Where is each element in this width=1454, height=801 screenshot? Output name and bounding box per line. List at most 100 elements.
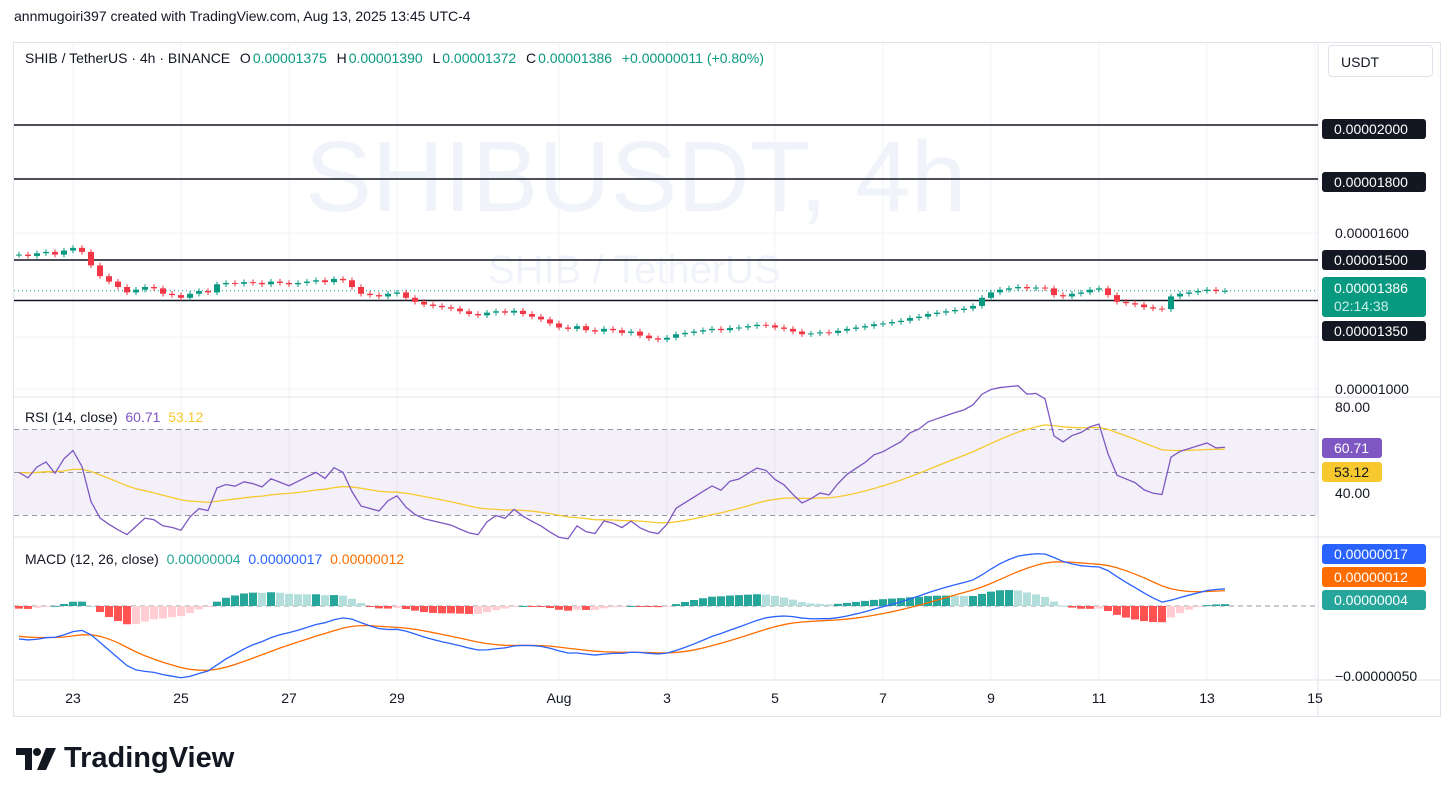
macd-histogram-bar bbox=[1059, 605, 1067, 607]
candle-body bbox=[484, 312, 490, 316]
macd-histogram-bar bbox=[1122, 606, 1130, 618]
candle-body bbox=[1213, 289, 1219, 292]
macd-histogram-bar bbox=[1149, 606, 1157, 623]
candle-body bbox=[664, 337, 670, 340]
candle-body bbox=[574, 326, 580, 329]
macd-histogram-bar bbox=[24, 606, 32, 609]
macd-line-tag: 0.00000017 bbox=[1322, 544, 1426, 564]
macd-histogram-bar bbox=[1077, 606, 1085, 609]
level-tag-2000[interactable]: 0.00002000 bbox=[1322, 119, 1426, 139]
macd-histogram-bar bbox=[330, 595, 338, 606]
candle-body bbox=[907, 318, 913, 321]
macd-histogram-bar bbox=[798, 602, 806, 606]
candle-body bbox=[1114, 295, 1120, 302]
level-tag-1500[interactable]: 0.00001500 bbox=[1322, 250, 1426, 270]
macd-histogram-bar bbox=[1131, 606, 1139, 620]
candle-body bbox=[799, 331, 805, 335]
candle-body bbox=[1042, 287, 1048, 289]
macd-label[interactable]: MACD (12, 26, close) bbox=[25, 551, 159, 567]
macd-histogram-bar bbox=[132, 606, 140, 625]
macd-histogram-bar bbox=[357, 603, 365, 606]
candle-body bbox=[880, 323, 886, 325]
macd-histogram-bar bbox=[249, 592, 257, 606]
macd-histogram-bar bbox=[384, 606, 392, 609]
macd-histogram-bar bbox=[726, 595, 734, 606]
macd-histogram-bar bbox=[312, 594, 320, 606]
symbol-label[interactable]: SHIB / TetherUS · 4h · BINANCE bbox=[25, 50, 231, 66]
candle-body bbox=[610, 328, 616, 331]
candle-body bbox=[862, 326, 868, 328]
candle-body bbox=[223, 282, 229, 285]
time-tick: 13 bbox=[1199, 690, 1215, 706]
candle-body bbox=[1069, 293, 1075, 297]
rsi-line bbox=[18, 385, 1226, 540]
macd-histogram-bar bbox=[987, 591, 995, 606]
candle-body bbox=[430, 304, 436, 306]
candle-body bbox=[502, 311, 508, 313]
candle-body bbox=[1132, 303, 1138, 305]
rsi-ma-line bbox=[18, 424, 1226, 524]
macd-histogram-bar bbox=[672, 604, 680, 606]
chart-frame bbox=[13, 42, 1441, 717]
credit-line: annmugoiri397 created with TradingView.c… bbox=[14, 8, 471, 24]
candle-body bbox=[727, 328, 733, 331]
candle-body bbox=[1105, 288, 1111, 296]
candle-body bbox=[160, 288, 166, 294]
macd-histogram-bar bbox=[150, 606, 158, 620]
candle-body bbox=[1222, 290, 1228, 292]
macd-histogram-bar bbox=[465, 606, 473, 614]
level-tag-1800[interactable]: 0.00001800 bbox=[1322, 172, 1426, 192]
candle-body bbox=[358, 287, 364, 294]
macd-histogram-bar bbox=[1212, 604, 1220, 606]
low-value: 0.00001372 bbox=[442, 50, 517, 66]
tradingview-logo[interactable]: TradingView bbox=[16, 742, 234, 775]
time-tick: 11 bbox=[1091, 690, 1107, 706]
candle-body bbox=[934, 312, 940, 314]
macd-histogram-bar bbox=[735, 595, 743, 606]
candle-body bbox=[115, 281, 121, 287]
candle-body bbox=[1051, 288, 1057, 296]
macd-histogram-bar bbox=[879, 599, 887, 606]
macd-histogram-bar bbox=[843, 602, 851, 606]
rsi-label[interactable]: RSI (14, close) bbox=[25, 409, 118, 425]
currency-button[interactable]: USDT bbox=[1328, 45, 1433, 77]
candle-body bbox=[475, 314, 481, 316]
macd-histogram-bar bbox=[42, 606, 50, 607]
macd-histogram-bar bbox=[627, 605, 635, 607]
candle-body bbox=[196, 291, 202, 294]
candle-body bbox=[511, 310, 517, 313]
candle-body bbox=[1060, 295, 1066, 297]
macd-histogram-bar bbox=[78, 601, 86, 606]
candle-body bbox=[718, 328, 724, 331]
candle-body bbox=[754, 324, 760, 327]
macd-signal-line bbox=[18, 561, 1226, 671]
candle-body bbox=[871, 324, 877, 327]
candle-body bbox=[1186, 292, 1192, 294]
macd-histogram-bar bbox=[825, 604, 833, 606]
macd-histogram-bar bbox=[1050, 601, 1058, 606]
macd-histogram-bar bbox=[816, 603, 824, 606]
candle-body bbox=[1087, 289, 1093, 293]
macd-histogram-bar bbox=[1086, 606, 1094, 609]
macd-histogram-bar bbox=[861, 600, 869, 606]
candle-body bbox=[700, 330, 706, 332]
candle-body bbox=[682, 332, 688, 335]
macd-histogram-bar bbox=[744, 594, 752, 606]
time-tick: 27 bbox=[281, 690, 297, 706]
macd-line-value: 0.00000017 bbox=[248, 551, 323, 567]
candle-body bbox=[925, 314, 931, 317]
macd-histogram-bar bbox=[636, 606, 644, 607]
candle-body bbox=[331, 278, 337, 283]
macd-histogram-bar bbox=[276, 592, 284, 606]
bar-countdown: 02:14:38 bbox=[1334, 298, 1389, 314]
level-tag-1350[interactable]: 0.00001350 bbox=[1322, 321, 1426, 341]
macd-histogram-bar bbox=[213, 601, 221, 606]
price-tick: 0.00001600 bbox=[1335, 225, 1409, 241]
candle-body bbox=[952, 309, 958, 312]
candle-body bbox=[970, 305, 976, 309]
candle-body bbox=[979, 297, 985, 306]
macd-histogram-bar bbox=[1095, 606, 1103, 609]
candle-body bbox=[736, 327, 742, 329]
macd-histogram-bar bbox=[654, 606, 662, 608]
